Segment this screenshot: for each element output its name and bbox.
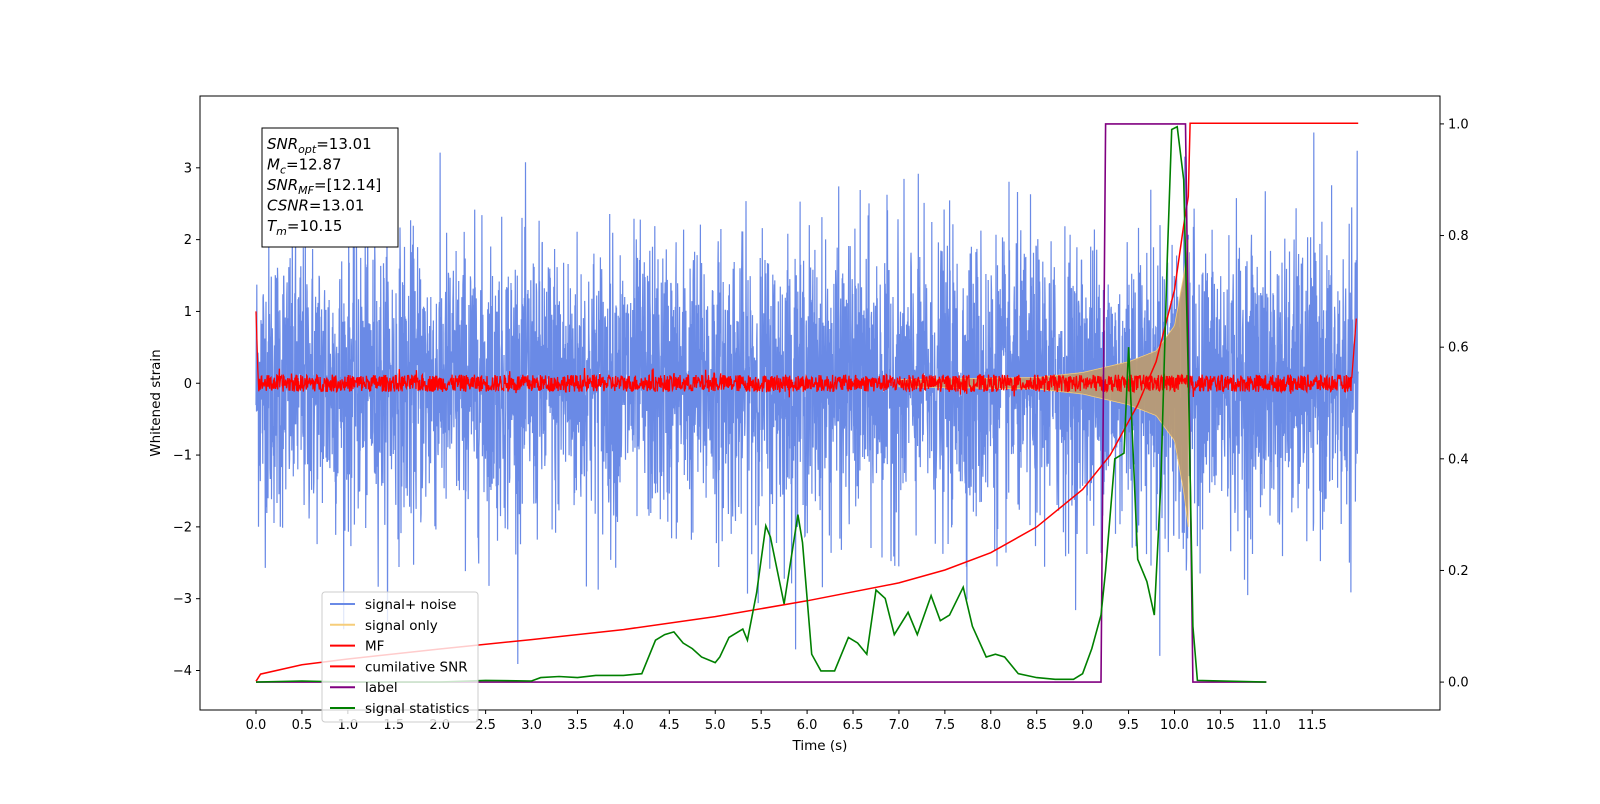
info-subscript: m xyxy=(276,225,287,238)
info-line: Tm=10.15 xyxy=(267,217,342,238)
info-value: =12.87 xyxy=(286,156,342,174)
legend-label: label xyxy=(365,680,398,696)
x-tick-label: 8.0 xyxy=(980,718,1001,733)
x-tick-label: 2.5 xyxy=(475,718,496,733)
x-tick-label: 11.0 xyxy=(1252,718,1281,733)
y-left-tick-label: −1 xyxy=(173,449,192,464)
info-box: SNRopt=13.01Mc=12.87SNRMF=[12.14]CSNR=13… xyxy=(261,127,399,248)
x-tick-label: 4.0 xyxy=(613,718,634,733)
info-value: =13.01 xyxy=(309,197,365,215)
series-signal-statistics-line xyxy=(255,125,1267,683)
info-subscript: opt xyxy=(298,143,317,156)
x-tick-label: 9.5 xyxy=(1118,718,1139,733)
x-tick-label: 10.5 xyxy=(1206,718,1235,733)
x-axis-label: Time (s) xyxy=(792,738,848,754)
x-tick-label: 3.0 xyxy=(521,718,542,733)
info-label: M xyxy=(267,156,280,174)
info-value: =[12.14] xyxy=(314,176,381,194)
y-left-tick-label: −2 xyxy=(173,520,192,535)
info-label: SNR xyxy=(267,135,298,153)
legend-label: cumilative SNR xyxy=(365,659,468,675)
x-tick-label: 6.0 xyxy=(797,718,818,733)
y-left-tick-label: 2 xyxy=(184,233,192,248)
y-right-tick-label: 0.4 xyxy=(1448,452,1469,467)
info-line: SNRMF=[12.14] xyxy=(267,176,381,197)
y-left-tick-label: 1 xyxy=(184,305,192,320)
y-left-tick-label: −3 xyxy=(173,592,192,607)
x-tick-label: 4.5 xyxy=(659,718,680,733)
info-label: SNR xyxy=(267,176,298,194)
info-line: CSNR=13.01 xyxy=(267,197,364,215)
info-value: =10.15 xyxy=(287,217,343,235)
legend-frame xyxy=(321,591,479,723)
x-tick-label: 0.0 xyxy=(246,718,267,733)
y-left-tick-label: 0 xyxy=(184,377,192,392)
y-right-tick-label: 0.6 xyxy=(1448,341,1469,356)
info-label: T xyxy=(267,217,278,235)
x-tick-label: 8.5 xyxy=(1026,718,1047,733)
x-tick-label: 3.5 xyxy=(567,718,588,733)
x-tick-label: 5.0 xyxy=(705,718,726,733)
info-line: Mc=12.87 xyxy=(267,156,342,177)
y-left-tick-label: −4 xyxy=(173,664,192,679)
legend: signal+ noise signal only MF cumilative SNR… xyxy=(321,591,479,723)
x-tick-label: 7.5 xyxy=(935,718,956,733)
legend-label: signal+ noise xyxy=(365,597,456,613)
x-tick-label: 9.0 xyxy=(1072,718,1093,733)
y-right-tick-label: 0.8 xyxy=(1448,229,1469,244)
info-line: SNRopt=13.01 xyxy=(267,135,372,156)
y-left-tick-label: 3 xyxy=(184,161,192,176)
y-right-tick-label: 0.2 xyxy=(1448,564,1469,579)
legend-label: signal only xyxy=(365,618,438,634)
legend-label: MF xyxy=(365,639,384,655)
y-right-tick-label: 0.0 xyxy=(1448,676,1469,691)
axes-frame xyxy=(199,95,1441,711)
x-tick-label: 5.5 xyxy=(751,718,772,733)
y-axis-label: Whitened strain xyxy=(148,349,164,456)
x-tick-label: 10.0 xyxy=(1160,718,1189,733)
info-label: CSNR xyxy=(267,197,309,215)
x-tick-label: 6.5 xyxy=(843,718,864,733)
x-tick-label: 7.0 xyxy=(889,718,910,733)
info-subscript: MF xyxy=(298,184,314,197)
series-label-line xyxy=(256,123,1267,683)
info-value: =13.01 xyxy=(316,135,372,153)
series-mf-line xyxy=(255,311,1357,398)
x-tick-label: 11.5 xyxy=(1298,718,1327,733)
info-box-frame xyxy=(261,127,399,248)
y-right-tick-label: 1.0 xyxy=(1448,117,1469,132)
x-tick-label: 0.5 xyxy=(292,718,313,733)
info-subscript: c xyxy=(280,164,286,177)
legend-label: signal statistics xyxy=(365,701,469,717)
